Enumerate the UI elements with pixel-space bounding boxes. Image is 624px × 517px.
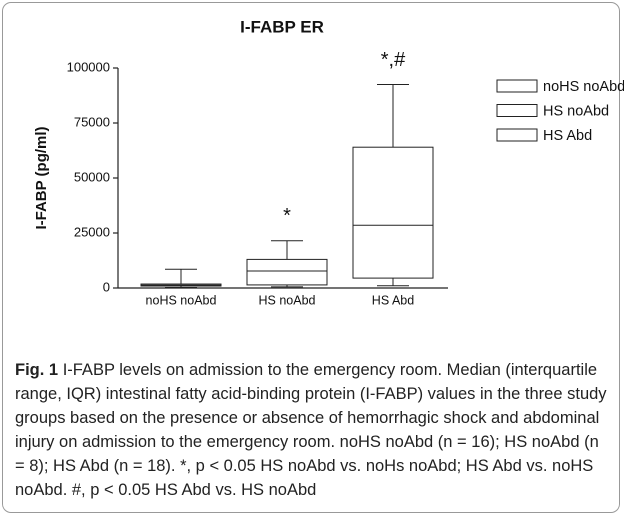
box	[352, 146, 434, 279]
figure-frame	[2, 2, 620, 513]
chart-title: I-FABP ER	[240, 17, 324, 36]
x-tick-label: noHS noAbd	[146, 293, 217, 307]
legend-label: HS noAbd	[543, 103, 609, 119]
x-tick-label: HS Abd	[372, 293, 414, 307]
y-tick-label: 100000	[67, 59, 110, 74]
legend-swatch	[496, 104, 538, 117]
y-tick-label: 25000	[74, 224, 110, 239]
y-axis-label: I-FABP (pg/ml)	[33, 126, 50, 229]
legend-label: noHS noAbd	[543, 79, 624, 95]
chart: I-FABP ER I-FABP (pg/ml) 0 25000 50000 7500…	[33, 17, 624, 307]
legend-label: HS Abd	[543, 128, 592, 144]
y-tick-label: 0	[103, 279, 110, 294]
caption-text: I-FABP levels on admission to the emerge…	[15, 361, 607, 499]
caption-label: Fig. 1	[15, 361, 59, 379]
y-tick-label: 50000	[74, 169, 110, 184]
legend-swatch	[496, 79, 538, 93]
y-tick-label: 75000	[74, 114, 110, 129]
x-tick-label: HS noAbd	[259, 293, 316, 307]
caption: Fig. 1 I-FABP levels on admission to the…	[15, 358, 611, 502]
box	[246, 258, 328, 286]
legend-swatch	[496, 128, 538, 142]
annotation: *,#	[381, 49, 406, 71]
annotation: *	[283, 205, 291, 227]
